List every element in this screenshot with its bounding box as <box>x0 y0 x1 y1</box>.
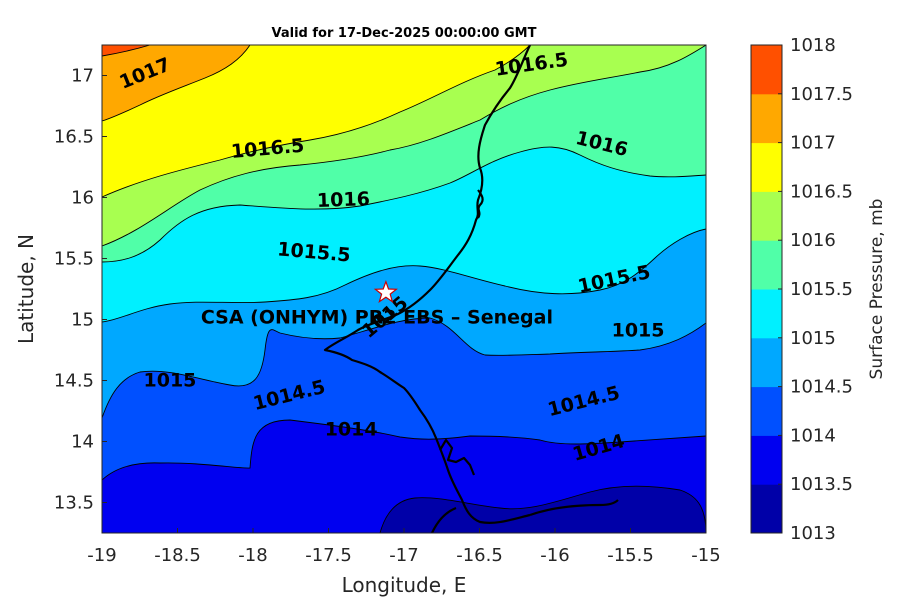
level-band-1017.5-top <box>102 45 150 56</box>
x-tick-label: -15 <box>691 545 720 566</box>
y-tick-label: 16 <box>71 188 94 209</box>
colorbar-tick-label: 1017.5 <box>790 84 853 105</box>
level-band-1014.5-top <box>102 229 706 418</box>
colorbar-swatch <box>751 142 782 192</box>
colorbar-tick-label: 1015 <box>790 328 836 349</box>
level-band-1016.5-top <box>102 45 706 197</box>
colorbar-swatch <box>751 289 782 339</box>
y-tick-label: 16.5 <box>54 127 94 148</box>
colorbar-swatch <box>751 93 782 144</box>
level-band-1015.5-top <box>102 45 706 262</box>
colorbar-tick-label: 1018 <box>790 35 836 56</box>
contour-lines <box>102 45 706 533</box>
x-axis-label: Longitude, E <box>342 573 467 597</box>
colorbar-tick-label: 1014 <box>790 425 836 446</box>
colorbar-swatch <box>751 386 782 436</box>
colorbar-swatch <box>751 191 782 241</box>
y-tick-label: 15.5 <box>54 249 94 270</box>
level-band-1016-top <box>102 45 706 246</box>
x-tick-label: -15.5 <box>607 545 654 566</box>
map-title: Valid for 17-Dec-2025 00:00:00 GMT <box>272 26 537 41</box>
x-tick-label: -18 <box>238 545 267 566</box>
contour-label: 1015 <box>144 370 197 392</box>
colorbar-tick-label: 1016.5 <box>790 181 853 202</box>
colorbar-swatch <box>751 240 782 290</box>
y-tick-label: 13.5 <box>54 493 94 514</box>
coastline <box>323 45 619 533</box>
colorbar-swatch <box>751 435 782 485</box>
y-tick-label: 17 <box>71 66 94 87</box>
contour-label: 1015 <box>612 320 665 342</box>
level-band-1014-top <box>102 318 706 480</box>
colorbar-tick-label: 1015.5 <box>790 279 853 300</box>
level-band-1015-top <box>102 147 706 322</box>
level-band-1017-top <box>102 45 250 121</box>
colorbar-tick-label: 1017 <box>790 133 836 154</box>
colorbar-tick-label: 1013 <box>790 523 836 544</box>
x-tick-label: -17 <box>389 545 418 566</box>
contour-label: 1014 <box>325 418 378 440</box>
x-tick-label: -18.5 <box>154 545 201 566</box>
colorbar-tick-label: 1014.5 <box>790 377 853 398</box>
x-tick-label: -17.5 <box>305 545 352 566</box>
y-tick-label: 14 <box>71 432 94 453</box>
station-layer: CSA (ONHYM) PR2 EBS – Senegal <box>201 279 553 329</box>
x-tick-label: -16.5 <box>456 545 503 566</box>
contour-label: 1016 <box>317 188 371 212</box>
colorbar-swatch <box>751 45 782 95</box>
star-icon <box>373 279 398 304</box>
colorbar <box>750 44 783 534</box>
colorbar-swatch <box>751 337 782 388</box>
station-label: CSA (ONHYM) PR2 EBS – Senegal <box>201 307 553 329</box>
x-tick-label: -16 <box>540 545 569 566</box>
level-band-1013-top <box>380 486 706 533</box>
colorbar-tick-label: 1016 <box>790 230 836 251</box>
x-tick-label: -19 <box>87 545 116 566</box>
colorbar-label: Surface Pressure, mb <box>867 199 887 380</box>
y-tick-label: 15 <box>71 310 94 331</box>
colorbar-tick-label: 1013.5 <box>790 474 853 495</box>
colorbar-swatch <box>751 484 782 534</box>
colorbar-ticks: 1013 1013.5 1014 1014.5 1015 1015.5 1016 1016.5… <box>778 35 853 544</box>
y-tick-label: 14.5 <box>54 371 94 392</box>
x-axis-ticks: -19 -18.5 -18 -17.5 -17 -16.5 -16 -15.5 -15 <box>87 528 721 566</box>
contour-field <box>102 45 706 533</box>
y-axis-ticks: 13.5 14 14.5 15 15.5 16 16.5 17 <box>54 66 107 514</box>
y-axis-label: Latitude, N <box>14 234 38 344</box>
